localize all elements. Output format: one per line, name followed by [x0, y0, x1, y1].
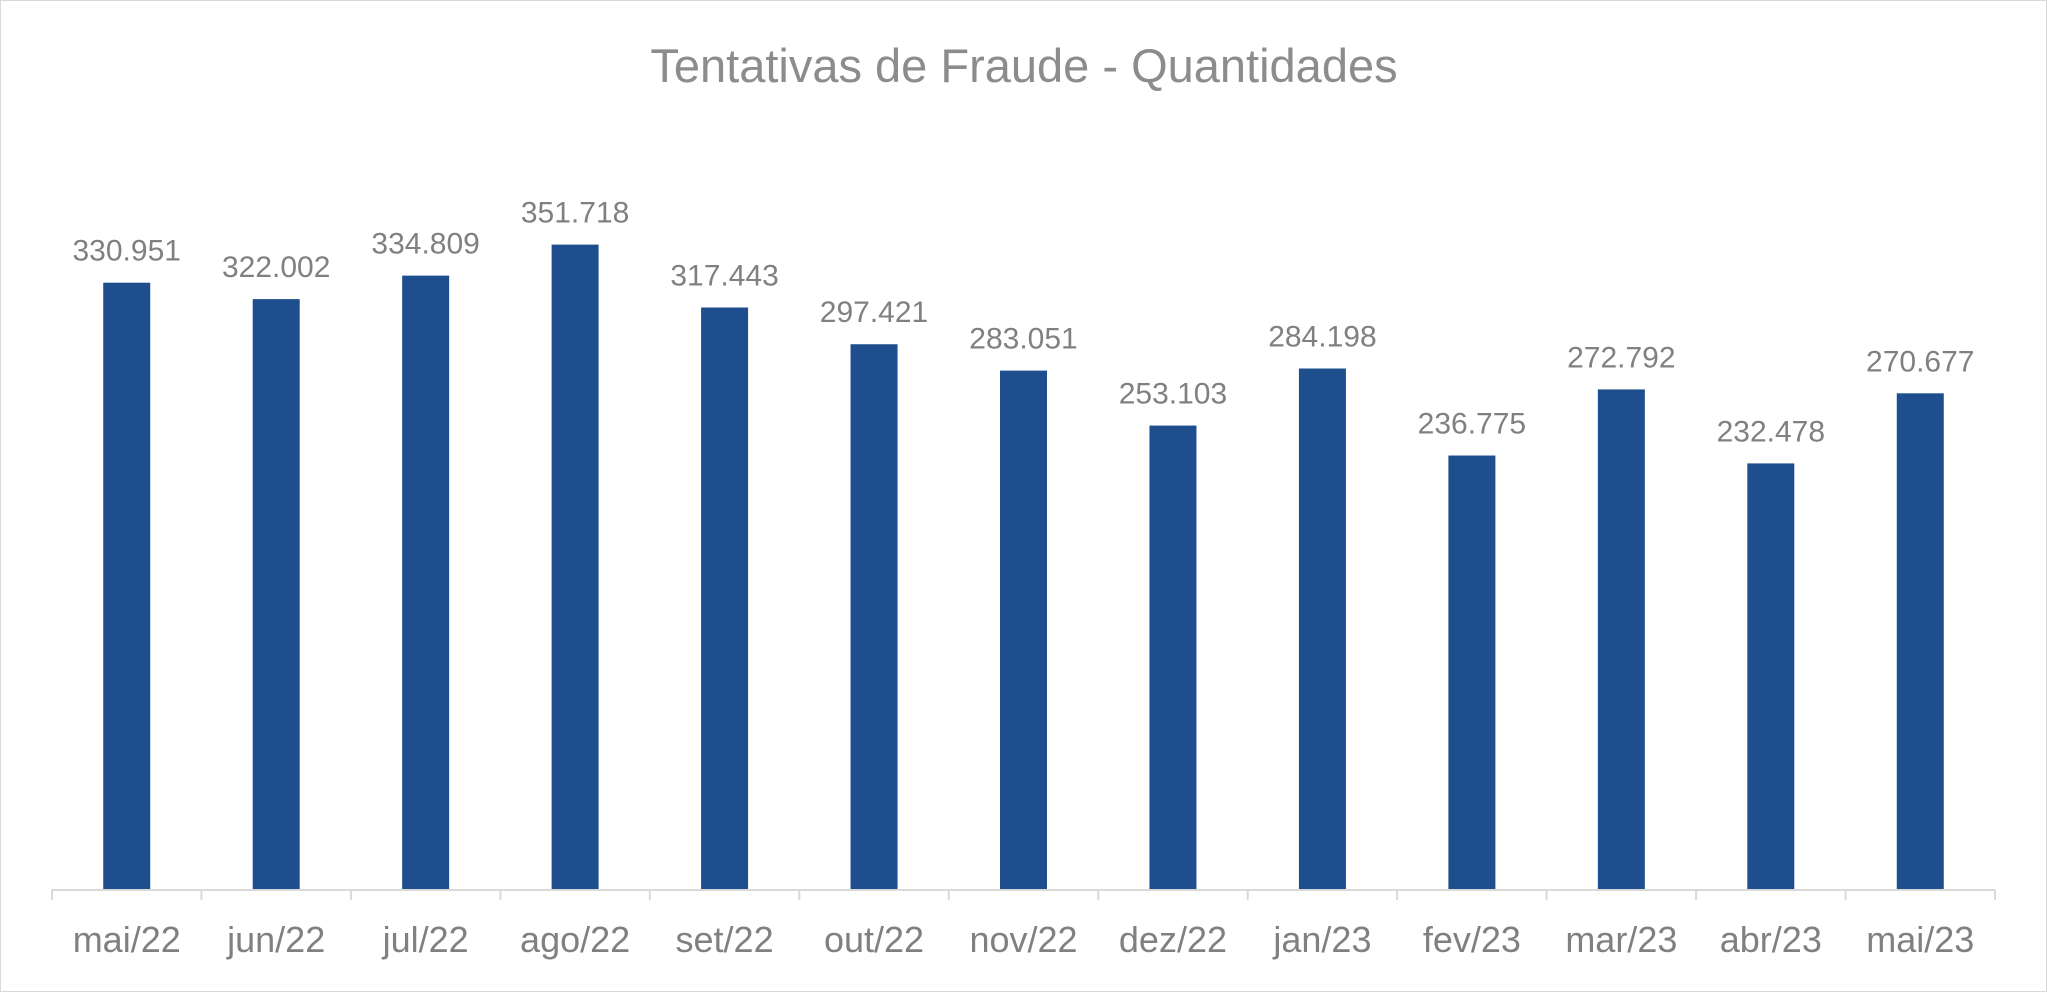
- data-label: 236.775: [1418, 408, 1526, 441]
- bar: [850, 344, 898, 891]
- data-label: 284.198: [1268, 320, 1376, 353]
- data-label: 322.002: [222, 251, 330, 284]
- data-label: 232.478: [1717, 415, 1825, 448]
- x-tick-label: ago/22: [520, 919, 630, 960]
- data-label: 334.809: [371, 228, 479, 261]
- data-label: 297.421: [820, 296, 928, 329]
- x-tick-label: jan/23: [1272, 919, 1371, 960]
- data-label: 283.051: [969, 323, 1077, 356]
- x-tick-label: mar/23: [1565, 919, 1677, 960]
- x-axis: mai/22 jun/22 jul/22 ago/22 set/22 out/22 nov/…: [51, 889, 1996, 960]
- bar: [1000, 370, 1047, 890]
- data-label: 351.718: [521, 197, 629, 230]
- x-tick-label: set/22: [676, 919, 774, 960]
- data-label: 317.443: [670, 259, 778, 292]
- x-tick-label: nov/22: [969, 919, 1077, 960]
- bar: [1597, 389, 1645, 890]
- bar: [1149, 425, 1197, 890]
- x-tick-label: mai/23: [1866, 919, 1974, 960]
- bar: [701, 307, 749, 891]
- bar: [1896, 393, 1944, 890]
- x-tick-label: jun/22: [226, 919, 325, 960]
- bar: [402, 275, 450, 890]
- bar: [252, 299, 300, 890]
- bars-group: [103, 244, 1944, 891]
- bar: [1747, 463, 1795, 890]
- x-tick-label: out/22: [824, 919, 924, 960]
- chart-title: Tentativas de Fraude - Quantidades: [650, 39, 1397, 92]
- bar: [103, 282, 151, 890]
- bar: [551, 244, 599, 890]
- x-tick-label: dez/22: [1119, 919, 1227, 960]
- data-label: 330.951: [73, 235, 181, 268]
- data-labels-group: 330.951 322.002 334.809 351.718 317.443 297.4…: [73, 197, 1975, 449]
- data-label: 272.792: [1567, 341, 1675, 374]
- data-label: 253.103: [1119, 378, 1227, 411]
- x-tick-label: mai/22: [73, 919, 181, 960]
- x-tick-label: abr/23: [1720, 919, 1822, 960]
- bar: [1448, 455, 1496, 890]
- data-label: 270.677: [1866, 345, 1974, 378]
- x-tick-label: jul/22: [382, 919, 469, 960]
- bar: [1298, 368, 1346, 890]
- x-tick-label: fev/23: [1423, 919, 1521, 960]
